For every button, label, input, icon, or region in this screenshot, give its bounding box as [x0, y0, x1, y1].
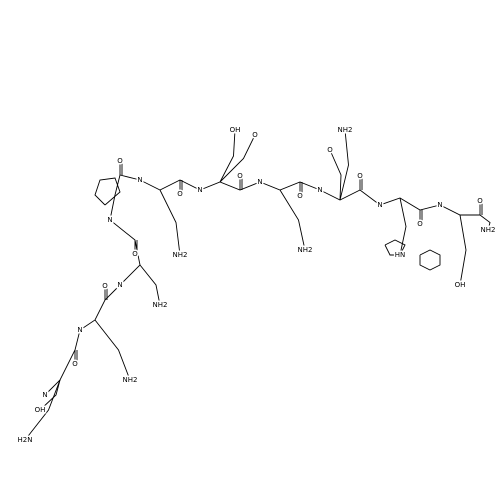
atom-label: O [237, 172, 243, 180]
atom-label: N [377, 201, 382, 209]
atom-label: N [257, 178, 262, 186]
atom-label: NH2 [481, 226, 496, 234]
atom-label: O [177, 190, 183, 198]
atom-label: O [252, 131, 258, 139]
atom-label: H2N [18, 436, 33, 444]
atom-label: OH [455, 281, 466, 289]
side-chain-bond [219, 129, 236, 183]
atom-label: N [107, 216, 112, 224]
atom-label: HN [395, 251, 406, 259]
backbone [44, 174, 480, 396]
side-chain-bond [159, 189, 181, 256]
atom-label: N [77, 326, 82, 334]
atom-label: O [417, 220, 423, 228]
atom-label: N [197, 186, 202, 194]
side-chain-bond [479, 214, 491, 231]
side-chain-bond [219, 134, 256, 183]
side-chain-bond [399, 197, 407, 256]
atom-label: N [42, 391, 47, 399]
atom-label: NH2 [173, 251, 188, 259]
atom-label: NH2 [153, 301, 168, 309]
side-chain-bond [459, 214, 467, 286]
side-chain-bond [139, 264, 161, 306]
side-chain-bond [39, 379, 61, 411]
atom-label: NH2 [298, 246, 313, 254]
atom-label: O [117, 157, 123, 165]
side-chain-bond [279, 189, 306, 251]
atom-label: NH2 [123, 376, 138, 384]
atom-label: O [132, 250, 138, 258]
side-chain-bond [329, 149, 342, 201]
atom-label: N [117, 281, 122, 289]
atom-label: N [317, 186, 322, 194]
ring [384, 239, 406, 256]
atom-label: O [357, 172, 363, 180]
atom-label: N [437, 201, 442, 209]
atom-label: N [137, 176, 142, 184]
atom-label: O [327, 146, 333, 154]
ring [419, 249, 441, 271]
side-chain-bond [24, 379, 61, 441]
side-chain-bond [94, 319, 131, 381]
atom-label: OH [35, 406, 46, 414]
atom-label: O [297, 192, 303, 200]
atom-label: O [477, 197, 483, 205]
ring [94, 177, 121, 206]
atom-label: OH [230, 126, 241, 134]
atom-label: NH2 [338, 126, 353, 134]
atom-label: O [72, 360, 78, 368]
atom-label: O [102, 282, 108, 290]
side-chain-bond [339, 129, 349, 201]
